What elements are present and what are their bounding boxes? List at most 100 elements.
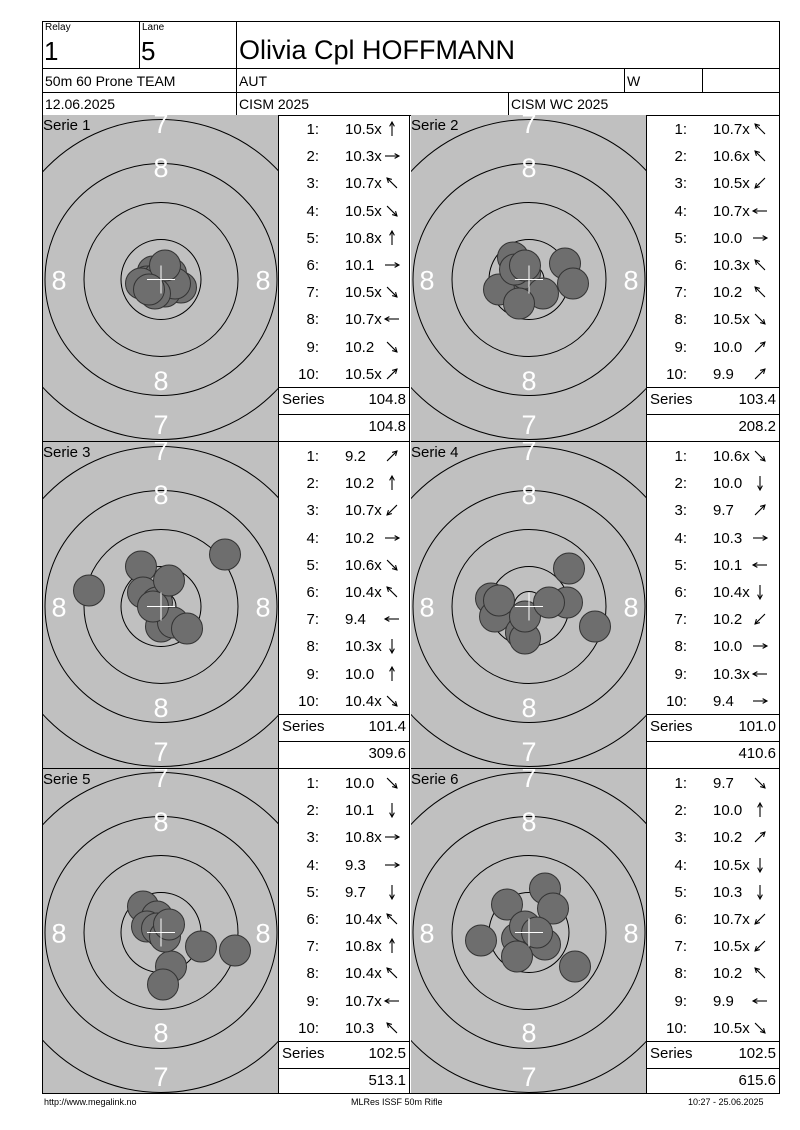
arrow-head [751, 207, 758, 214]
shot-value: 10.8x [345, 938, 382, 956]
arrow-shaft [754, 913, 766, 925]
ring-number: 8 [521, 153, 536, 183]
direction-arrow-icon [754, 340, 766, 352]
arrow-shaft [386, 1022, 398, 1034]
shot-hole [503, 287, 535, 320]
ring-number: 7 [521, 737, 536, 767]
shot-number: 3: [674, 829, 687, 847]
shot-row: 8: 10.5x [647, 305, 775, 332]
shot-value: 10.2 [345, 529, 375, 547]
shot-direction [751, 120, 769, 138]
direction-arrow-icon [754, 777, 766, 789]
target-ring [44, 816, 278, 1049]
arrow-head [754, 619, 761, 625]
shot-value: 10.4x [345, 692, 382, 710]
totals-divider [647, 1068, 780, 1069]
shooter-name: Olivia Cpl HOFFMANN [239, 35, 516, 65]
lane-value: 5 [141, 36, 156, 66]
shot-number: 4: [674, 856, 687, 874]
shot-row: 6: 10.4x [279, 578, 407, 605]
direction-arrow-icon [386, 695, 398, 707]
shot-number: 1: [306, 121, 319, 138]
arrow-head [754, 946, 761, 952]
arrow-head [754, 259, 761, 266]
shot-hole [579, 610, 611, 643]
series-title: Serie 4 [411, 444, 459, 461]
shot-row: 7: 10.5x [279, 278, 407, 305]
shot-number: 9: [306, 665, 319, 683]
shot-number: 5: [674, 556, 687, 574]
shot-value: 10.2 [713, 284, 743, 302]
shot-row: 9: 10.3x [647, 660, 775, 687]
shot-row: 3: 10.8x [279, 823, 407, 850]
direction-arrow-icon [753, 534, 769, 541]
shot-hole [209, 538, 241, 571]
target-ring [412, 816, 646, 1049]
shot-hole [509, 600, 541, 633]
ring-number: 8 [419, 593, 434, 623]
shot-value: 10.5x [345, 365, 382, 383]
shot-direction [383, 801, 401, 819]
shot-row: 2: 10.0 [647, 796, 775, 823]
direction-arrow-icon [757, 857, 763, 873]
direction-arrow-icon [754, 1022, 766, 1034]
shot-hole [559, 950, 591, 983]
shot-hole [553, 552, 585, 585]
arrow-head [759, 455, 766, 462]
shot-number: 9: [674, 992, 687, 1010]
arrow-shaft [754, 968, 766, 979]
arrow-head [386, 1022, 393, 1028]
shot-hole [171, 612, 203, 645]
competition: CISM 2025 [239, 96, 310, 112]
shot-hole [501, 940, 533, 973]
shot-number: 6: [674, 584, 687, 601]
shot-value: 9.2 [345, 448, 366, 465]
shot-direction [751, 883, 769, 901]
shot-row: 4: 10.7x [647, 197, 775, 224]
direction-arrow-icon [386, 341, 398, 353]
direction-arrow-icon [385, 262, 401, 268]
ring-number: 8 [255, 593, 270, 623]
shot-number: 10: [666, 692, 687, 710]
shot-number: 10: [666, 365, 687, 383]
shot-direction [751, 256, 769, 274]
shot-row: 1: 9.7 [647, 769, 775, 796]
shot-hole [533, 586, 565, 619]
shot-row: 4: 9.3 [279, 851, 407, 878]
arrow-shaft [754, 341, 766, 352]
shot-direction [383, 964, 401, 982]
ring-number: 8 [153, 1018, 168, 1048]
shot-value: 10.3 [713, 883, 743, 901]
panel-divider [43, 768, 410, 769]
shot-direction [751, 229, 769, 247]
ring-number: 8 [623, 593, 638, 623]
direction-arrow-icon [386, 967, 398, 979]
arrow-head [391, 210, 398, 217]
footer-printed: 10:27 - 25.06.2025 [688, 1097, 764, 1107]
shot-row: 6: 10.1 [279, 251, 407, 278]
target-ring [411, 772, 647, 1093]
ring-number: 8 [521, 693, 536, 723]
panel-divider [43, 441, 410, 442]
column-divider [646, 769, 647, 1094]
shot-hole [153, 908, 185, 941]
shot-value: 10.7x [345, 502, 382, 520]
shot-value: 9.9 [713, 992, 734, 1010]
shot-number: 9: [306, 338, 319, 356]
panel-divider [411, 768, 780, 769]
shot-row: 4: 10.2 [279, 524, 407, 551]
shot-number: 7: [674, 284, 687, 302]
arrow-head [389, 475, 395, 481]
running-total-value: 410.6 [738, 745, 776, 762]
direction-arrow-icon [754, 314, 766, 326]
footer-website[interactable]: http://www.megalink.no [44, 1097, 137, 1107]
arrow-head [391, 450, 398, 457]
shot-direction [383, 883, 401, 901]
arrow-shaft [386, 205, 398, 216]
series-title: Serie 3 [43, 444, 91, 461]
target-ring [412, 163, 646, 396]
shot-number: 5: [306, 229, 319, 247]
series-title: Serie 2 [411, 117, 459, 134]
shot-number: 5: [306, 883, 319, 901]
series-total-value: 103.4 [738, 391, 776, 408]
